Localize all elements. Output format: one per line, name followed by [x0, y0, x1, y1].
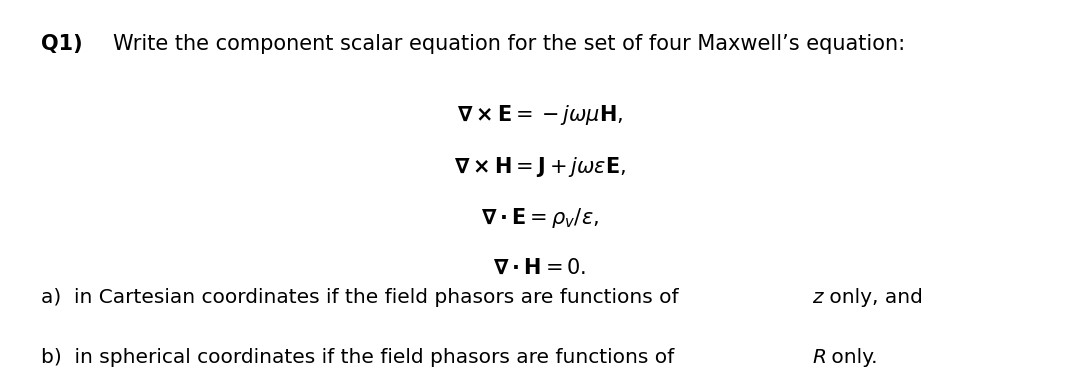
Text: R: R — [812, 348, 826, 367]
Text: z: z — [812, 288, 823, 308]
Text: $\mathbf{\nabla \times H} = \mathbf{J} + j\omega\epsilon\mathbf{E},$: $\mathbf{\nabla \times H} = \mathbf{J} +… — [454, 155, 626, 179]
Text: only.: only. — [825, 348, 878, 367]
Text: $\mathbf{\nabla \cdot H} = 0.$: $\mathbf{\nabla \cdot H} = 0.$ — [494, 258, 586, 278]
Text: $\mathbf{\nabla \cdot E} = \rho_v/\epsilon,$: $\mathbf{\nabla \cdot E} = \rho_v/\epsil… — [481, 206, 599, 230]
Text: only, and: only, and — [823, 288, 922, 308]
Text: b)  in spherical coordinates if the field phasors are functions of: b) in spherical coordinates if the field… — [41, 348, 685, 367]
Text: $\mathbf{\nabla \times E} = -j\omega\mu\mathbf{H},$: $\mathbf{\nabla \times E} = -j\omega\mu\… — [457, 103, 623, 127]
Text: a)  in Cartesian coordinates if the field phasors are functions of: a) in Cartesian coordinates if the field… — [41, 288, 689, 308]
Text: Q1): Q1) — [41, 34, 83, 54]
Text: Write the component scalar equation for the set of four Maxwell’s equation:: Write the component scalar equation for … — [113, 34, 905, 54]
